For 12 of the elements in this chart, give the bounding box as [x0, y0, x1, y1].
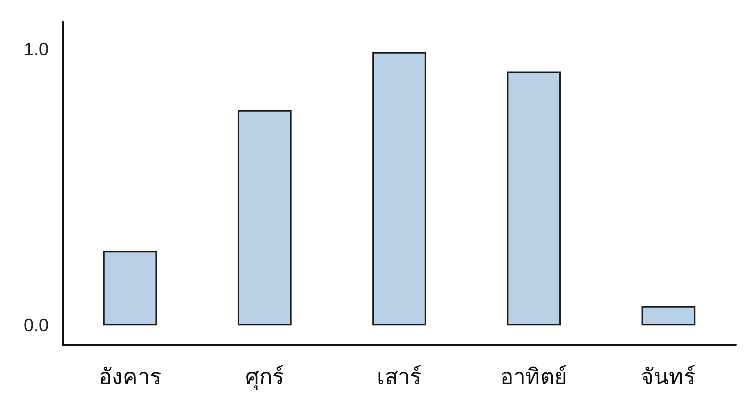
bar [372, 52, 426, 326]
bar [642, 306, 696, 326]
x-tick-label: อังคาร [98, 366, 162, 390]
bar [103, 251, 158, 326]
y-tick-label: 1.0 [24, 40, 49, 60]
y-tick-label: 0.0 [24, 316, 49, 336]
x-tick-label: ศุกร์ [245, 366, 284, 390]
bar [238, 110, 292, 326]
x-tick-label: อาทิตย์ [500, 366, 568, 390]
x-tick-label: เสาร์ [377, 366, 422, 390]
bar [507, 72, 562, 326]
x-tick-label: จันทร์ [641, 366, 696, 390]
